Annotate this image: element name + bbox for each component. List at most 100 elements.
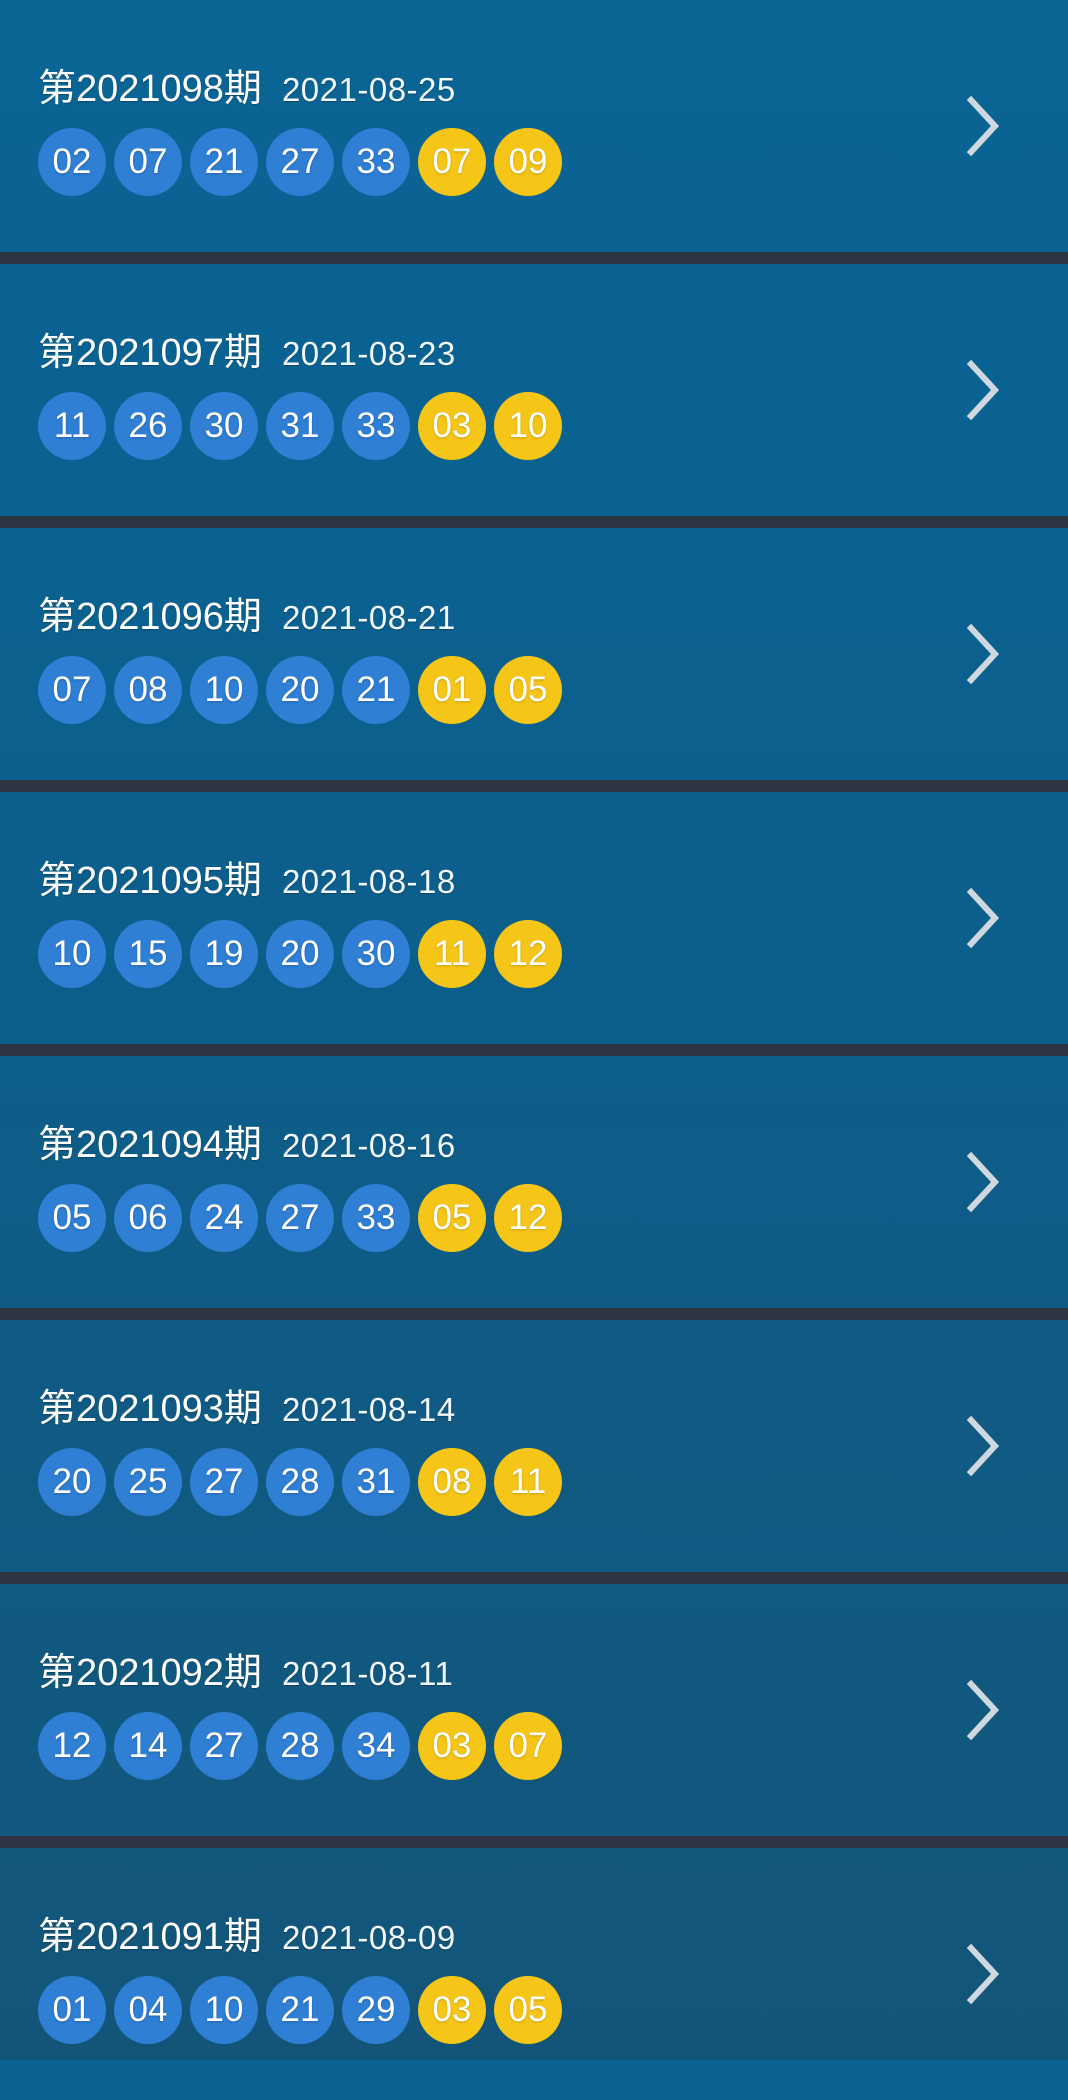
chevron-right-icon[interactable] <box>960 1941 1006 2007</box>
red-zone-ball: 14 <box>114 1711 182 1780</box>
draw-date-label: 2021-08-21 <box>281 598 456 636</box>
blue-zone-ball: 11 <box>418 919 486 988</box>
chevron-right-icon[interactable] <box>960 621 1006 687</box>
draw-date-label: 2021-08-25 <box>281 70 456 108</box>
draw-ball-group: 07 08 10 20 21 01 05 <box>38 655 1068 724</box>
blue-zone-ball: 03 <box>418 391 486 460</box>
chevron-right-icon[interactable] <box>960 885 1006 951</box>
draw-row-content: 第2021094期 2021-08-16 05 06 24 27 33 05 12 <box>38 1113 1068 1252</box>
row-divider <box>0 1572 1068 1584</box>
draw-date-label: 2021-08-11 <box>281 1654 454 1692</box>
draw-date-label: 2021-08-16 <box>281 1126 456 1164</box>
draw-period-label: 第2021094期 <box>38 1123 262 1166</box>
chevron-right-icon[interactable] <box>960 93 1006 159</box>
red-zone-ball: 33 <box>342 391 410 460</box>
red-zone-ball: 26 <box>114 391 182 460</box>
draw-date-label: 2021-08-23 <box>281 334 456 372</box>
red-zone-ball: 21 <box>190 127 258 196</box>
red-zone-ball: 10 <box>190 1975 258 2044</box>
draw-row-content: 第2021091期 2021-08-09 01 04 10 21 29 03 05 <box>38 1905 1068 2044</box>
blue-zone-ball: 03 <box>418 1711 486 1780</box>
blue-zone-ball: 07 <box>418 127 486 196</box>
draw-ball-group: 02 07 21 27 33 07 09 <box>38 127 1068 196</box>
chevron-right-icon[interactable] <box>960 357 1006 423</box>
draw-result-row[interactable]: 第2021094期 2021-08-16 05 06 24 27 33 05 12 <box>0 1056 1068 1308</box>
red-zone-ball: 27 <box>190 1711 258 1780</box>
red-zone-ball: 33 <box>342 1183 410 1252</box>
draw-row-header: 第2021096期 2021-08-21 <box>38 585 1068 640</box>
red-zone-ball: 11 <box>38 391 106 460</box>
red-zone-ball: 10 <box>38 919 106 988</box>
blue-zone-ball: 12 <box>494 1183 562 1252</box>
red-zone-ball: 28 <box>266 1711 334 1780</box>
draw-date-label: 2021-08-09 <box>281 1918 456 1956</box>
row-divider <box>0 1836 1068 1848</box>
blue-zone-ball: 09 <box>494 127 562 196</box>
red-zone-ball: 20 <box>266 919 334 988</box>
blue-zone-ball: 03 <box>418 1975 486 2044</box>
red-zone-ball: 20 <box>266 655 334 724</box>
blue-zone-ball: 08 <box>418 1447 486 1516</box>
red-zone-ball: 20 <box>38 1447 106 1516</box>
chevron-right-icon[interactable] <box>960 1149 1006 1215</box>
red-zone-ball: 06 <box>114 1183 182 1252</box>
draw-period-label: 第2021092期 <box>38 1651 262 1694</box>
draw-row-header: 第2021091期 2021-08-09 <box>38 1905 1068 1960</box>
red-zone-ball: 25 <box>114 1447 182 1516</box>
draw-result-row[interactable]: 第2021091期 2021-08-09 01 04 10 21 29 03 05 <box>0 1848 1068 2100</box>
red-zone-ball: 31 <box>342 1447 410 1516</box>
draw-row-header: 第2021097期 2021-08-23 <box>38 321 1068 376</box>
row-divider <box>0 252 1068 264</box>
red-zone-ball: 05 <box>38 1183 106 1252</box>
draw-period-label: 第2021096期 <box>38 595 262 638</box>
blue-zone-ball: 10 <box>494 391 562 460</box>
red-zone-ball: 08 <box>114 655 182 724</box>
red-zone-ball: 21 <box>266 1975 334 2044</box>
red-zone-ball: 21 <box>342 655 410 724</box>
draw-result-row[interactable]: 第2021097期 2021-08-23 11 26 30 31 33 03 10 <box>0 264 1068 516</box>
draw-row-content: 第2021093期 2021-08-14 20 25 27 28 31 08 11 <box>38 1377 1068 1516</box>
red-zone-ball: 34 <box>342 1711 410 1780</box>
red-zone-ball: 31 <box>266 391 334 460</box>
draw-row-content: 第2021096期 2021-08-21 07 08 10 20 21 01 05 <box>38 585 1068 724</box>
draw-row-content: 第2021095期 2021-08-18 10 15 19 20 30 11 12 <box>38 849 1068 988</box>
draw-result-row[interactable]: 第2021098期 2021-08-25 02 07 21 27 33 07 09 <box>0 0 1068 252</box>
blue-zone-ball: 12 <box>494 919 562 988</box>
row-divider <box>0 1308 1068 1320</box>
red-zone-ball: 33 <box>342 127 410 196</box>
draw-result-row[interactable]: 第2021093期 2021-08-14 20 25 27 28 31 08 11 <box>0 1320 1068 1572</box>
red-zone-ball: 07 <box>38 655 106 724</box>
draw-row-content: 第2021097期 2021-08-23 11 26 30 31 33 03 10 <box>38 321 1068 460</box>
draw-period-label: 第2021097期 <box>38 331 262 374</box>
red-zone-ball: 01 <box>38 1975 106 2044</box>
red-zone-ball: 02 <box>38 127 106 196</box>
draw-ball-group: 05 06 24 27 33 05 12 <box>38 1183 1068 1252</box>
draw-ball-group: 01 04 10 21 29 03 05 <box>38 1975 1068 2044</box>
draw-result-row[interactable]: 第2021095期 2021-08-18 10 15 19 20 30 11 12 <box>0 792 1068 1044</box>
draw-row-header: 第2021095期 2021-08-18 <box>38 849 1068 904</box>
chevron-right-icon[interactable] <box>960 1413 1006 1479</box>
blue-zone-ball: 07 <box>494 1711 562 1780</box>
draw-date-label: 2021-08-18 <box>281 862 456 900</box>
draw-period-label: 第2021091期 <box>38 1915 262 1958</box>
draw-result-row[interactable]: 第2021092期 2021-08-11 12 14 27 28 34 03 07 <box>0 1584 1068 1836</box>
red-zone-ball: 30 <box>342 919 410 988</box>
red-zone-ball: 10 <box>190 655 258 724</box>
blue-zone-ball: 05 <box>494 655 562 724</box>
draw-ball-group: 12 14 27 28 34 03 07 <box>38 1711 1068 1780</box>
draw-ball-group: 10 15 19 20 30 11 12 <box>38 919 1068 988</box>
chevron-right-icon[interactable] <box>960 1677 1006 1743</box>
red-zone-ball: 04 <box>114 1975 182 2044</box>
red-zone-ball: 07 <box>114 127 182 196</box>
draw-result-row[interactable]: 第2021096期 2021-08-21 07 08 10 20 21 01 05 <box>0 528 1068 780</box>
blue-zone-ball: 11 <box>494 1447 562 1516</box>
draw-row-header: 第2021092期 2021-08-11 <box>38 1641 1068 1696</box>
red-zone-ball: 27 <box>266 127 334 196</box>
red-zone-ball: 30 <box>190 391 258 460</box>
draw-ball-group: 11 26 30 31 33 03 10 <box>38 391 1068 460</box>
red-zone-ball: 27 <box>266 1183 334 1252</box>
row-divider <box>0 780 1068 792</box>
red-zone-ball: 15 <box>114 919 182 988</box>
blue-zone-ball: 05 <box>494 1975 562 2044</box>
